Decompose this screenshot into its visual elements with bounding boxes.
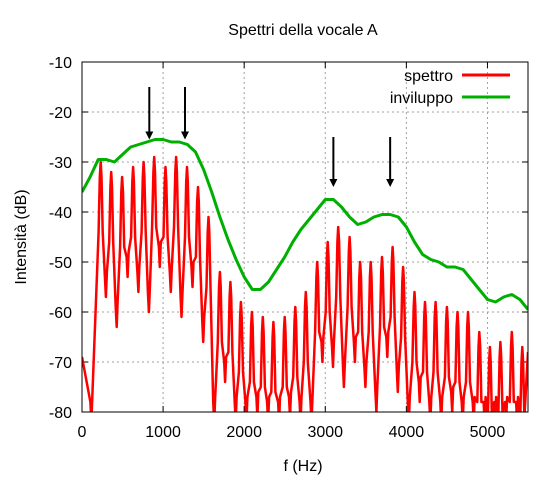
y-tick-label: -30 — [49, 155, 72, 172]
x-tick-label: 2000 — [226, 424, 262, 441]
x-tick-label: 0 — [78, 424, 87, 441]
y-tick-label: -60 — [49, 305, 72, 322]
y-tick-label: -20 — [49, 105, 72, 122]
y-tick-label: -70 — [49, 355, 72, 372]
y-axis-label: Intensità (dB) — [13, 189, 30, 284]
series-lines — [82, 138, 528, 412]
formant-arrow-head — [386, 179, 395, 187]
x-tick-label: 3000 — [307, 424, 343, 441]
x-axis-label: f (Hz) — [283, 458, 322, 475]
y-tick-label: -40 — [49, 205, 72, 222]
legend-label-spettro: spettro — [404, 68, 453, 85]
formant-arrow-head — [145, 131, 154, 140]
formant-arrow-head — [180, 131, 189, 140]
formant-arrow-head — [329, 179, 338, 187]
chart-title: Spettri della vocale A — [228, 22, 378, 39]
y-tick-label: -80 — [49, 405, 72, 422]
y-tick-label: -10 — [49, 55, 72, 72]
tick-labels: 0 1000 2000 3000 4000 5000 -80 -70 -60 -50 -40 -30 -… — [49, 55, 505, 441]
series-line-spettro — [82, 155, 528, 412]
formant-arrows — [145, 87, 395, 187]
legend-label-inviluppo: inviluppo — [390, 90, 453, 107]
y-tick-label: -50 — [49, 255, 72, 272]
x-tick-label: 5000 — [470, 424, 506, 441]
grid — [82, 62, 528, 412]
plot-frame — [81, 61, 529, 413]
x-tick-label: 4000 — [389, 424, 425, 441]
x-tick-label: 1000 — [145, 424, 181, 441]
series-line-inviluppo — [82, 138, 528, 311]
legend: spettro inviluppo — [390, 68, 510, 107]
